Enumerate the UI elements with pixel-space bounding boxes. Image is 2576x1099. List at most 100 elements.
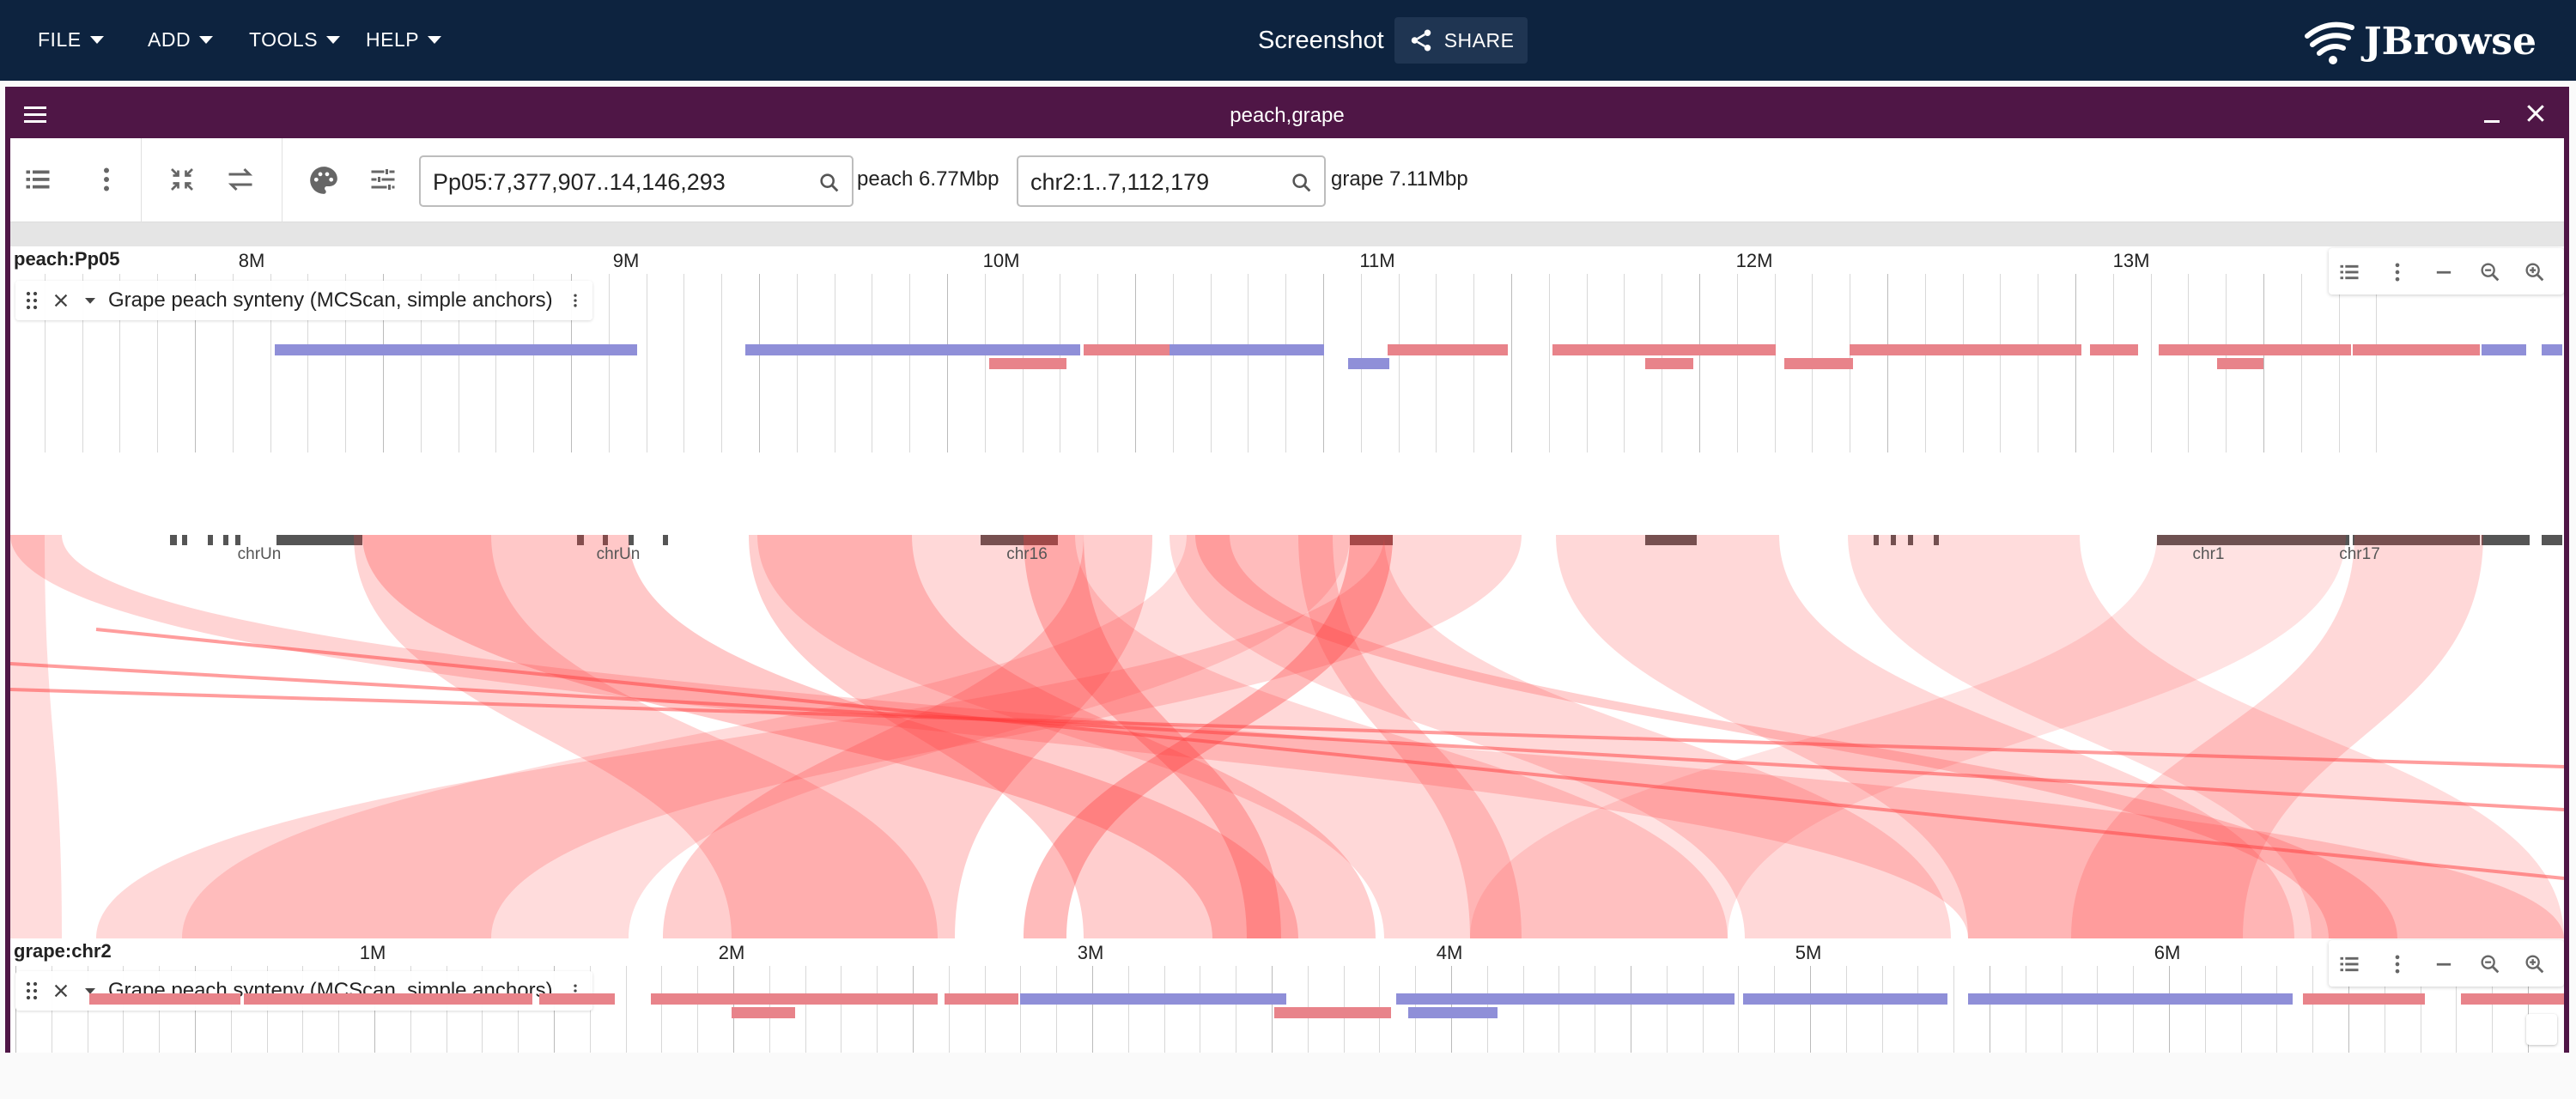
synteny-ribbons[interactable] [10,535,2564,938]
synteny-feature[interactable] [732,1007,795,1018]
synteny-feature[interactable] [1784,358,1853,369]
close-track-icon[interactable] [52,981,70,1000]
synteny-feature[interactable] [2090,344,2138,355]
zoom-out-icon[interactable] [2478,952,2502,976]
synteny-feature[interactable] [1170,344,1324,355]
track-selector-icon[interactable] [22,164,53,195]
collapse-icon[interactable] [167,164,197,195]
zoom-out-icon[interactable] [2478,260,2502,284]
close-icon[interactable] [2523,100,2549,126]
search-icon[interactable] [817,171,841,195]
synteny-feature[interactable] [745,344,1080,355]
synteny-feature[interactable] [1274,1007,1391,1018]
tools-menu-label: TOOLS [249,27,319,51]
track-selector-icon[interactable] [2337,260,2361,284]
top-synteny-track[interactable]: Grape peach synteny (MCScan, simple anch… [10,274,2564,452]
synteny-feature[interactable] [2159,344,2351,355]
drag-handle-icon[interactable] [24,290,39,311]
more-vert-icon[interactable] [567,289,584,312]
tune-icon[interactable] [368,164,398,195]
track-height-handle[interactable] [2526,1014,2557,1045]
synteny-feature[interactable] [539,993,615,1005]
synteny-feature[interactable] [2461,993,2564,1005]
bottom-ruler[interactable]: 1M 2M 3M 4M 5M 6M grape:chr2 [10,938,2564,966]
tools-menu[interactable]: TOOLS [249,24,341,55]
synteny-feature[interactable] [945,993,1018,1005]
file-menu[interactable]: FILE [38,24,104,55]
synteny-feature[interactable] [89,993,240,1005]
chevron-down-icon[interactable] [82,983,98,999]
synteny-feature[interactable] [2217,358,2263,369]
grid-line [1774,274,1776,452]
synteny-ribbon[interactable] [354,535,938,938]
close-track-icon[interactable] [52,291,70,310]
view-menu-icon[interactable] [22,104,48,126]
more-vert-icon[interactable] [91,164,122,195]
more-vert-icon[interactable] [2385,260,2409,284]
minus-icon[interactable] [2432,952,2456,976]
synteny-feature[interactable] [2303,993,2425,1005]
synteny-feature[interactable] [2542,344,2562,355]
synteny-feature[interactable] [2482,344,2526,355]
top-location-search[interactable]: Pp05:7,377,907..14,146,293 [419,155,854,207]
view-title[interactable]: peach,grape [1230,104,1345,127]
bottom-location-value[interactable]: chr2:1..7,112,179 [1030,169,1210,195]
synteny-ribbon-area[interactable]: chrUn chrUn chr16 chr1 chr17 [10,535,2564,938]
bottom-location-search[interactable]: chr2:1..7,112,179 [1017,155,1326,207]
help-menu[interactable]: HELP [366,24,442,55]
synteny-feature[interactable] [2353,344,2480,355]
search-icon[interactable] [1290,171,1314,195]
synteny-ribbon[interactable] [10,662,2564,811]
synteny-ribbon[interactable] [10,535,62,938]
top-ruler[interactable]: 8M 9M 10M 11M 12M 13M peach:Pp05 [10,246,2564,274]
synteny-ribbon[interactable] [10,688,2564,768]
drag-handle-icon[interactable] [24,981,39,1001]
synteny-feature[interactable] [1020,993,1286,1005]
minus-icon[interactable] [2432,260,2456,284]
synteny-ribbon[interactable] [1195,535,2397,938]
synteny-feature[interactable] [1396,993,1735,1005]
synteny-ribbon[interactable] [1024,535,1393,938]
synteny-ribbon[interactable] [663,535,1152,938]
synteny-ribbon[interactable] [1848,535,2564,938]
synteny-ribbon[interactable] [749,535,1376,938]
more-vert-icon[interactable] [2385,952,2409,976]
zoom-in-icon[interactable] [2523,952,2547,976]
swap-icon[interactable] [225,164,256,195]
minimize-icon[interactable] [2482,106,2502,126]
synteny-feature[interactable] [1388,344,1508,355]
synteny-feature[interactable] [1084,344,1170,355]
synteny-ribbon[interactable] [95,628,2564,880]
top-track-label[interactable]: Grape peach synteny (MCScan, simple anch… [15,281,592,320]
synteny-feature[interactable] [1552,344,1776,355]
synteny-ribbon[interactable] [1470,535,2346,938]
palette-icon[interactable] [307,164,340,197]
synteny-ribbon[interactable] [362,535,1298,938]
session-name[interactable]: Screenshot [1258,26,1384,54]
chevron-down-icon[interactable] [82,293,98,308]
bottom-track-label[interactable]: Grape peach synteny (MCScan, simple anch… [15,971,592,1011]
synteny-feature[interactable] [1348,358,1389,369]
synteny-ribbon[interactable] [96,535,1522,938]
synteny-feature[interactable] [1645,358,1693,369]
synteny-feature[interactable] [1743,993,1947,1005]
add-menu[interactable]: ADD [148,24,214,55]
synteny-feature[interactable] [1408,1007,1498,1018]
synteny-feature[interactable] [651,993,938,1005]
grid-line [1881,966,1883,1053]
synteny-feature[interactable] [989,358,1066,369]
zoom-in-icon[interactable] [2523,260,2547,284]
synteny-feature[interactable] [1968,993,2293,1005]
synteny-feature[interactable] [275,344,354,355]
synteny-ribbon[interactable] [182,535,1350,938]
synteny-ribbon[interactable] [757,535,1728,938]
synteny-ribbon[interactable] [1298,535,1522,938]
top-location-value[interactable]: Pp05:7,377,907..14,146,293 [433,169,726,195]
synteny-ribbon[interactable] [1556,535,2294,938]
synteny-feature[interactable] [244,993,532,1005]
synteny-feature[interactable] [1850,344,2081,355]
synteny-feature[interactable] [354,344,637,355]
share-button[interactable]: SHARE [1394,17,1528,64]
track-selector-icon[interactable] [2337,952,2361,976]
bottom-synteny-track[interactable]: Grape peach synteny (MCScan, simple anch… [10,966,2564,1053]
